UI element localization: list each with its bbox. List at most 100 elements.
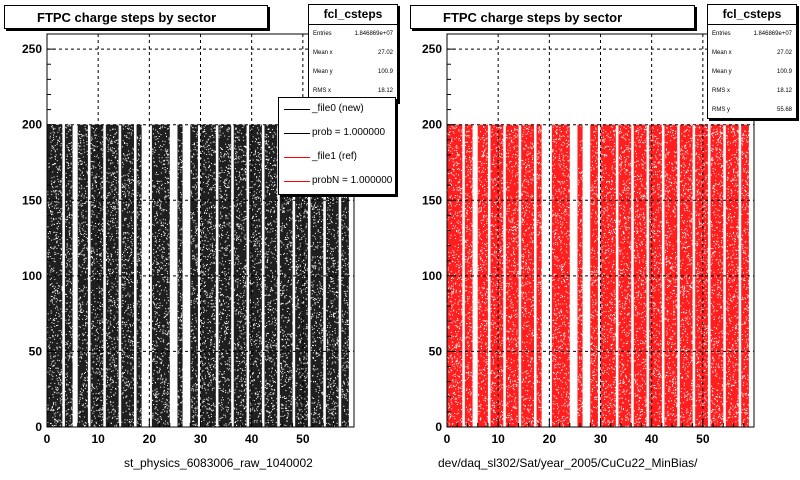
scatter-gap [86, 136, 88, 138]
scatter-gap [84, 425, 86, 427]
scatter-gap [81, 394, 83, 396]
scatter-gap [94, 297, 96, 299]
scatter-gap [137, 333, 139, 335]
scatter-gap [166, 135, 167, 137]
scatter-gap [130, 129, 132, 130]
scatter-gap [57, 212, 59, 214]
scatter-gap [56, 290, 58, 291]
scatter-gap [51, 191, 53, 193]
scatter-gap [169, 285, 171, 287]
scatter-gap [71, 142, 72, 144]
scatter-gap [234, 379, 236, 381]
scatter-gap [226, 406, 228, 408]
scatter-gap [182, 348, 184, 350]
scatter-gap [117, 304, 118, 306]
scatter-gap [206, 237, 208, 239]
scatter-gap [164, 406, 166, 408]
scatter-gap [158, 314, 160, 316]
scatter-gap [180, 418, 182, 420]
scatter-gap [160, 386, 162, 388]
scatter-gap [220, 153, 222, 155]
scatter-gap [212, 318, 214, 320]
scatter-gap [231, 197, 232, 199]
scatter-gap [137, 254, 139, 256]
scatter-gap [53, 164, 54, 165]
scatter-gap [234, 147, 235, 149]
scatter-gap [66, 252, 68, 254]
scatter-gap [191, 293, 193, 295]
scatter-gap [108, 300, 110, 302]
scatter-gap [206, 408, 208, 410]
scatter-gap [218, 387, 220, 389]
scatter-gap [118, 270, 120, 272]
scatter-gap [109, 321, 111, 323]
scatter-gap [52, 375, 54, 377]
scatter-gap [108, 148, 110, 150]
scatter-gap [48, 344, 50, 346]
scatter-gap [70, 245, 72, 247]
scatter-gap [229, 144, 231, 146]
scatter-gap [122, 287, 124, 288]
scatter-gap [126, 249, 128, 251]
scatter-gap [58, 377, 60, 379]
scatter-gap [94, 205, 95, 207]
scatter-gap [214, 285, 216, 287]
scatter-gap [159, 229, 161, 231]
scatter-gap [83, 148, 85, 150]
scatter-gap [85, 325, 87, 327]
scatter-gap [78, 237, 80, 238]
scatter-gap [211, 134, 213, 136]
scatter-gap [243, 284, 245, 286]
scatter-gap [83, 385, 84, 387]
scatter-gap [236, 204, 238, 206]
scatter-gap [115, 177, 117, 179]
scatter-gap [166, 278, 168, 280]
scatter-gap [194, 178, 196, 180]
scatter-gap [169, 396, 171, 398]
scatter-gap [230, 156, 232, 158]
scatter-gap [219, 336, 221, 338]
scatter-gap [166, 404, 168, 406]
scatter-gap [209, 226, 211, 228]
scatter-gap [237, 286, 238, 288]
scatter-gap [191, 155, 193, 157]
scatter-gap [226, 363, 228, 365]
scatter-gap [71, 387, 73, 388]
scatter-gap [204, 211, 206, 213]
scatter-gap [206, 245, 208, 246]
scatter-gap [116, 299, 118, 301]
scatter-gap [225, 424, 227, 426]
scatter-gap [53, 318, 54, 320]
scatter-gap [71, 197, 73, 199]
scatter-gap [193, 238, 195, 239]
scatter-gap [230, 287, 232, 289]
scatter-gap [208, 153, 210, 155]
scatter-gap [100, 362, 101, 364]
scatter-gap [225, 215, 227, 217]
scatter-gap [168, 333, 170, 335]
scatter-gap [181, 391, 183, 393]
scatter-gap [101, 149, 103, 151]
scatter-gap [139, 182, 141, 184]
scatter-gap [122, 372, 124, 374]
scatter-gap [82, 325, 84, 326]
scatter-gap [179, 418, 181, 420]
scatter-gap [101, 357, 103, 359]
scatter-gap [196, 349, 198, 351]
scatter-gap [81, 153, 83, 155]
scatter-gap [121, 198, 123, 200]
scatter-gap [98, 358, 100, 360]
scatter-gap [204, 343, 206, 345]
scatter-gap [201, 189, 202, 191]
scatter-gap [67, 347, 69, 349]
scatter-gap [132, 232, 134, 234]
scatter-gap [68, 216, 70, 218]
scatter-gap [193, 213, 195, 215]
scatter-gap [195, 247, 197, 249]
scatter-gap [90, 148, 92, 149]
scatter-gap [87, 246, 89, 248]
scatter-gap [130, 362, 132, 364]
scatter-gap [102, 223, 104, 225]
scatter-gap [203, 384, 205, 386]
scatter-gap [123, 397, 124, 399]
